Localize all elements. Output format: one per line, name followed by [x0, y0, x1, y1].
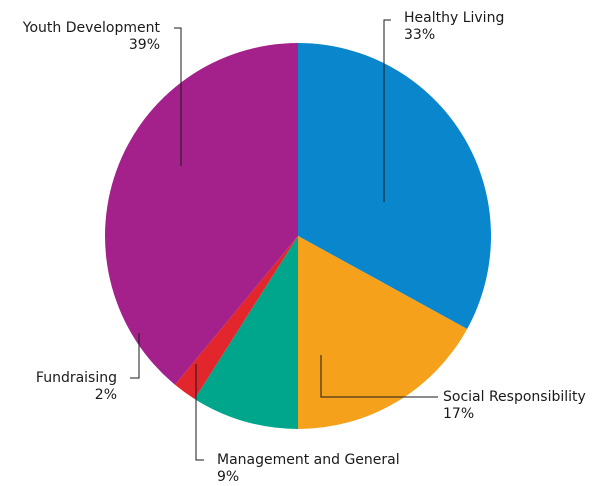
- label-fundraising: Fundraising 2%: [36, 370, 117, 404]
- label-healthy-living-pct: 33%: [404, 27, 436, 43]
- label-management-and-general: Management and General 9%: [217, 452, 400, 486]
- leader-management-and-general: [195, 364, 204, 461]
- label-youth-development: Youth Development 39%: [23, 20, 160, 54]
- label-social-responsibility: Social Responsibility 17%: [443, 389, 586, 423]
- label-social-responsibility-pct: 17%: [443, 406, 475, 422]
- label-youth-development-name: Youth Development: [22, 20, 160, 36]
- pie-slice-healthy-living: [298, 42, 492, 329]
- label-management-and-general-name: Management and General: [217, 452, 400, 468]
- label-fundraising-pct: 2%: [94, 387, 117, 403]
- label-youth-development-pct: 39%: [128, 37, 160, 53]
- pie-slice-youth-development: [105, 42, 298, 385]
- label-management-and-general-pct: 9%: [217, 469, 240, 485]
- pie-slice-fundraising: [174, 236, 298, 399]
- label-healthy-living: Healthy Living 33%: [404, 10, 504, 44]
- label-healthy-living-name: Healthy Living: [404, 10, 505, 26]
- pie-slice-social-responsibility: [298, 236, 468, 429]
- leader-healthy-living: [383, 19, 391, 202]
- leader-fundraising: [130, 333, 140, 379]
- leader-lines: [130, 19, 438, 461]
- label-social-responsibility-name: Social Responsibility: [443, 389, 586, 405]
- label-fundraising-name: Fundraising: [35, 370, 117, 386]
- leader-social-responsibility: [320, 355, 438, 398]
- pie-slices: [105, 42, 492, 429]
- leader-youth-development: [174, 27, 182, 166]
- pie-slice-management-and-general: [194, 236, 298, 429]
